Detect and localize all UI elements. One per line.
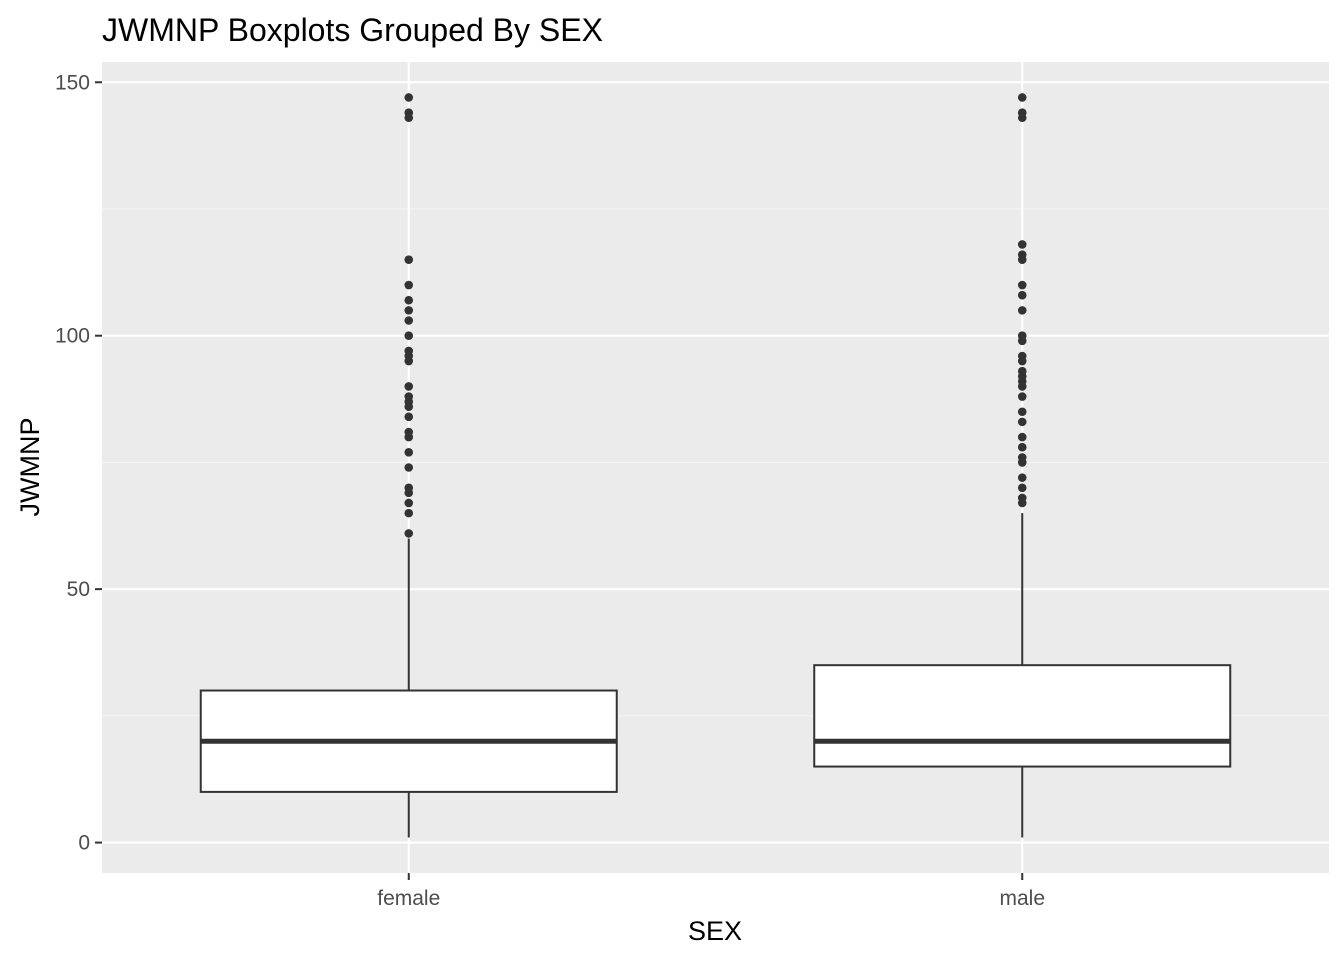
outlier-point: [1017, 108, 1027, 117]
x-tick-label: male: [999, 887, 1045, 910]
outlier-point: [1017, 453, 1027, 462]
outlier-point: [404, 412, 414, 422]
x-tick-label: female: [377, 887, 440, 910]
outlier-point: [404, 529, 414, 538]
outlier-point: [404, 508, 414, 518]
outlier-point: [1017, 473, 1027, 482]
outlier-point: [404, 447, 414, 457]
outlier-point: [1017, 280, 1027, 290]
boxes-layer: [199, 93, 1232, 838]
outlier-point: [1017, 306, 1027, 315]
outlier-point: [1017, 432, 1027, 442]
outlier-point: [404, 316, 414, 325]
outlier-point: [1017, 407, 1027, 417]
outlier-point: [1017, 366, 1027, 376]
box-female: [199, 93, 618, 838]
y-tick-label: 150: [55, 71, 90, 94]
outlier-point: [404, 346, 414, 356]
outlier-point: [1017, 93, 1027, 102]
outlier-point: [404, 331, 414, 341]
grid-lines: [102, 62, 1329, 873]
outlier-point: [1017, 417, 1027, 427]
outlier-point: [404, 392, 414, 401]
outlier-point: [404, 93, 414, 102]
outlier-point: [1017, 351, 1027, 361]
outlier-point: [1017, 442, 1027, 452]
y-tick-label: 100: [55, 325, 90, 348]
chart-title: JWMNP Boxplots Grouped By SEX: [102, 12, 603, 48]
outlier-point: [1017, 240, 1027, 249]
outlier-point: [404, 463, 414, 472]
y-tick-label: 0: [78, 832, 90, 855]
box-male: [813, 93, 1232, 838]
outlier-point: [404, 108, 414, 117]
outlier-point: [1017, 392, 1027, 401]
outlier-point: [404, 498, 414, 508]
outlier-point: [404, 295, 414, 305]
outlier-point: [1017, 250, 1027, 259]
outlier-point: [404, 483, 414, 493]
axes-layer: 0 50 100 150 female male: [55, 71, 1045, 910]
outlier-point: [404, 255, 414, 264]
outlier-point: [1017, 290, 1027, 300]
y-tick-label: 50: [67, 578, 90, 601]
outlier-point: [404, 427, 414, 437]
x-axis-title: SEX: [688, 916, 742, 946]
outlier-point: [404, 382, 414, 391]
outlier-point: [404, 306, 414, 315]
box-body: [813, 664, 1232, 768]
outlier-point: [1017, 483, 1027, 493]
outlier-point: [404, 280, 414, 290]
outlier-point: [1017, 493, 1027, 503]
y-axis-title: JWMNP: [15, 418, 45, 517]
outlier-point: [1017, 331, 1027, 341]
